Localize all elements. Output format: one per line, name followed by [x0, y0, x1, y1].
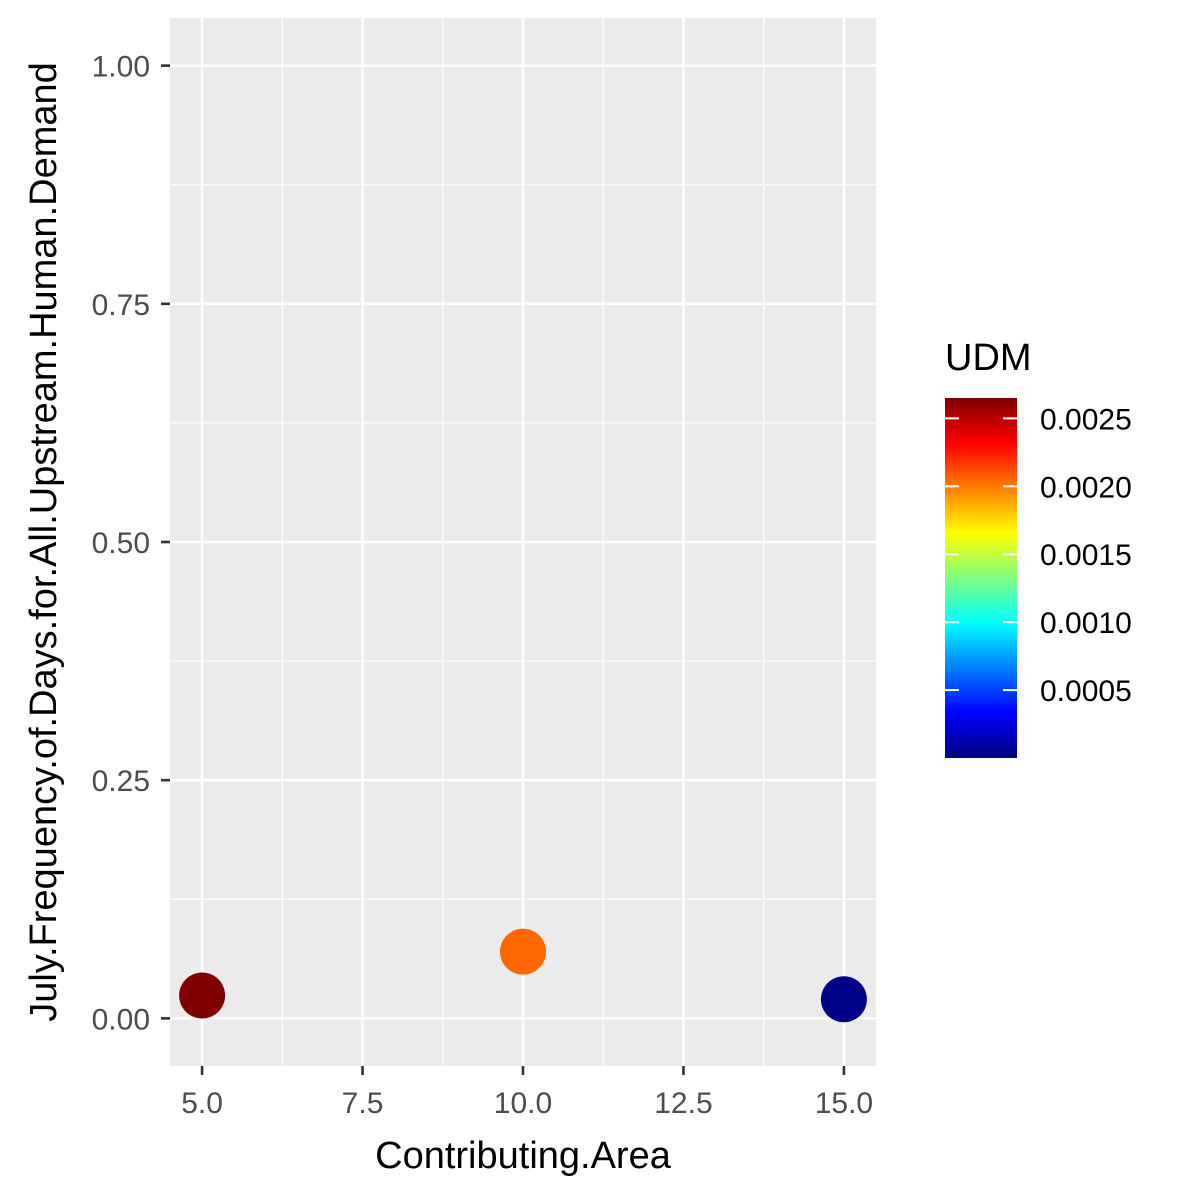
y-axis: 0.00 0.25 0.50 0.75 1.00: [92, 51, 170, 1036]
data-point: [179, 972, 226, 1019]
x-tick-label: 12.5: [654, 1087, 712, 1120]
legend-title: UDM: [945, 337, 1032, 379]
x-axis: 5.0 7.5 10.0 12.5 15.0: [181, 1066, 873, 1120]
data-point: [500, 928, 546, 975]
y-tick-label: 0.25: [92, 765, 150, 798]
y-tick-label: 1.00: [92, 51, 150, 84]
x-tick-label: 15.0: [815, 1087, 873, 1120]
color-legend: UDM 0.0025 0.0020 0.0015 0.0010 0.0005: [945, 337, 1132, 758]
colorbar-tick-label: 0.0015: [1040, 539, 1132, 572]
y-axis-title: July.Frequency.of.Days.for.All.Upstream.…: [23, 62, 65, 1022]
data-points: [179, 928, 867, 1023]
x-tick-label: 7.5: [342, 1087, 384, 1120]
y-tick-label: 0.50: [92, 527, 150, 560]
colorbar-ticks: 0.0025 0.0020 0.0015 0.0010 0.0005: [945, 403, 1132, 708]
colorbar: [945, 398, 1017, 758]
colorbar-tick-label: 0.0010: [1040, 607, 1132, 640]
x-axis-title: Contributing.Area: [375, 1135, 672, 1177]
y-tick-label: 0.75: [92, 289, 150, 322]
major-gridlines: [170, 18, 876, 1066]
y-tick-label: 0.00: [92, 1003, 150, 1036]
colorbar-tick-label: 0.0005: [1040, 675, 1132, 708]
colorbar-tick-label: 0.0025: [1040, 403, 1132, 436]
data-point: [820, 976, 867, 1023]
x-tick-label: 10.0: [494, 1087, 552, 1120]
colorbar-tick-label: 0.0020: [1040, 471, 1132, 504]
x-tick-label: 5.0: [181, 1087, 223, 1120]
